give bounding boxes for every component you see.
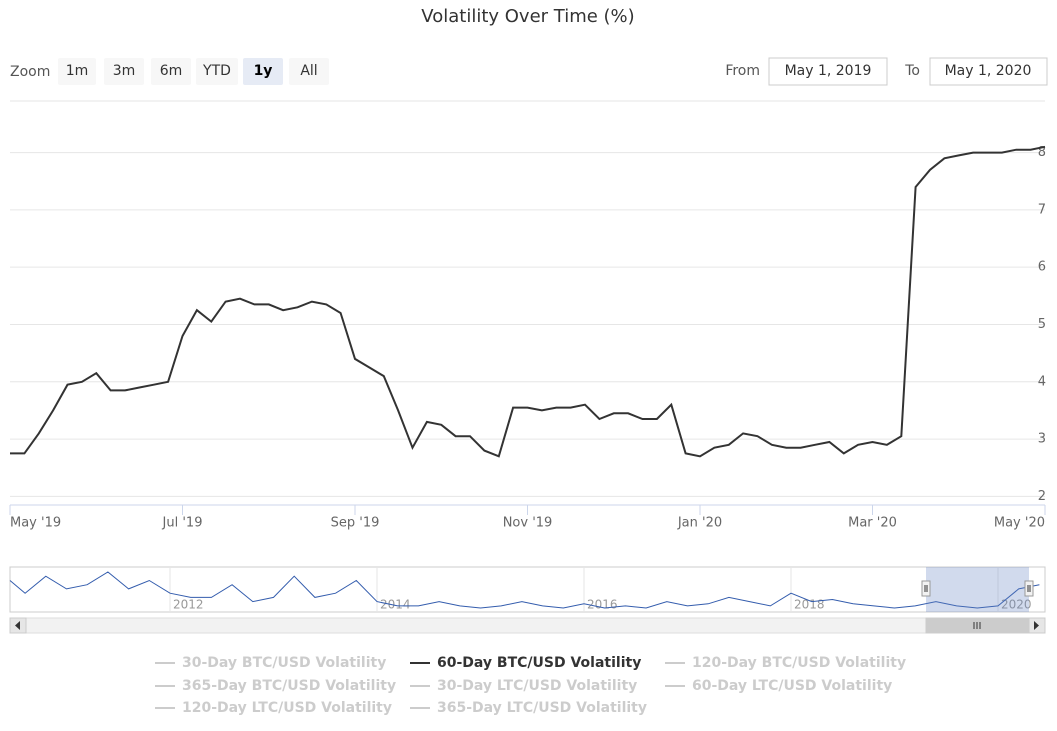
legend-label[interactable]: 60-Day LTC/USD Volatility [692,678,892,694]
navigator-handle[interactable] [1024,580,1034,597]
from-label: From [725,63,760,79]
y-tick-label: 4 [1038,374,1046,389]
navigator-label: 2020 [1001,598,1032,612]
x-tick-label: Jul '19 [162,516,203,531]
zoom-button[interactable] [289,58,329,85]
navigator-handle[interactable] [921,580,931,597]
zoom-label: Zoom [10,64,50,80]
navigator-handle-grip [924,585,928,592]
navigator-handle-grip [1027,585,1031,592]
zoom-button[interactable] [104,58,144,85]
y-tick-label: 7 [1038,202,1046,217]
scroll-left-arrow [15,621,20,630]
navigator-label: 2018 [794,598,825,612]
navigator-label: 2016 [587,598,618,612]
to-value[interactable]: May 1, 2020 [945,63,1032,79]
series-line [10,145,1046,458]
from-value[interactable]: May 1, 2019 [785,63,872,79]
from-input[interactable] [768,57,888,86]
to-label: To [904,63,920,79]
legend-label[interactable]: 30-Day LTC/USD Volatility [437,678,637,694]
scroll-right-arrow [1034,621,1039,630]
to-input[interactable] [929,57,1048,86]
y-tick-label: 6 [1038,260,1046,275]
legend-label[interactable]: 60-Day BTC/USD Volatility [437,655,641,671]
y-tick-label: 3 [1038,432,1046,447]
scroll-grip [973,622,981,629]
legend-label[interactable]: 365-Day LTC/USD Volatility [437,700,647,716]
zoom-button-label[interactable]: All [300,63,317,79]
navigator-mask[interactable] [926,567,1029,612]
navigator-frame [9,566,1046,613]
zoom-button-label[interactable]: 1m [66,63,89,79]
chart-title: Volatility Over Time (%) [421,6,634,27]
zoom-button[interactable] [196,58,238,85]
zoom-button[interactable] [243,58,283,85]
zoom-button[interactable] [151,58,191,85]
legend-label[interactable]: 120-Day LTC/USD Volatility [182,700,392,716]
x-tick-label: May '19 [10,516,61,531]
zoom-button[interactable] [58,58,96,85]
zoom-button-label[interactable]: 1y [254,63,273,79]
zoom-button-label[interactable]: YTD [202,63,231,79]
x-tick-label: Sep '19 [331,516,380,531]
y-tick-label: 8 [1038,145,1046,160]
y-tick-label: 2 [1038,489,1046,504]
x-tick-label: May '20 [994,516,1045,531]
navigator-label: 2012 [173,598,204,612]
x-tick-label: Mar '20 [848,516,897,531]
zoom-button-label[interactable]: 6m [160,63,183,79]
x-tick-label: Jan '20 [677,516,722,531]
navigator-series [9,571,1040,609]
y-tick-label: 5 [1038,317,1046,332]
legend-label[interactable]: 30-Day BTC/USD Volatility [182,655,386,671]
legend-label[interactable]: 365-Day BTC/USD Volatility [182,678,396,694]
zoom-button-label[interactable]: 3m [113,63,136,79]
navigator-label: 2014 [380,598,411,612]
x-tick-label: Nov '19 [503,516,553,531]
legend-label[interactable]: 120-Day BTC/USD Volatility [692,655,906,671]
scrollbar-track[interactable] [9,617,1046,634]
